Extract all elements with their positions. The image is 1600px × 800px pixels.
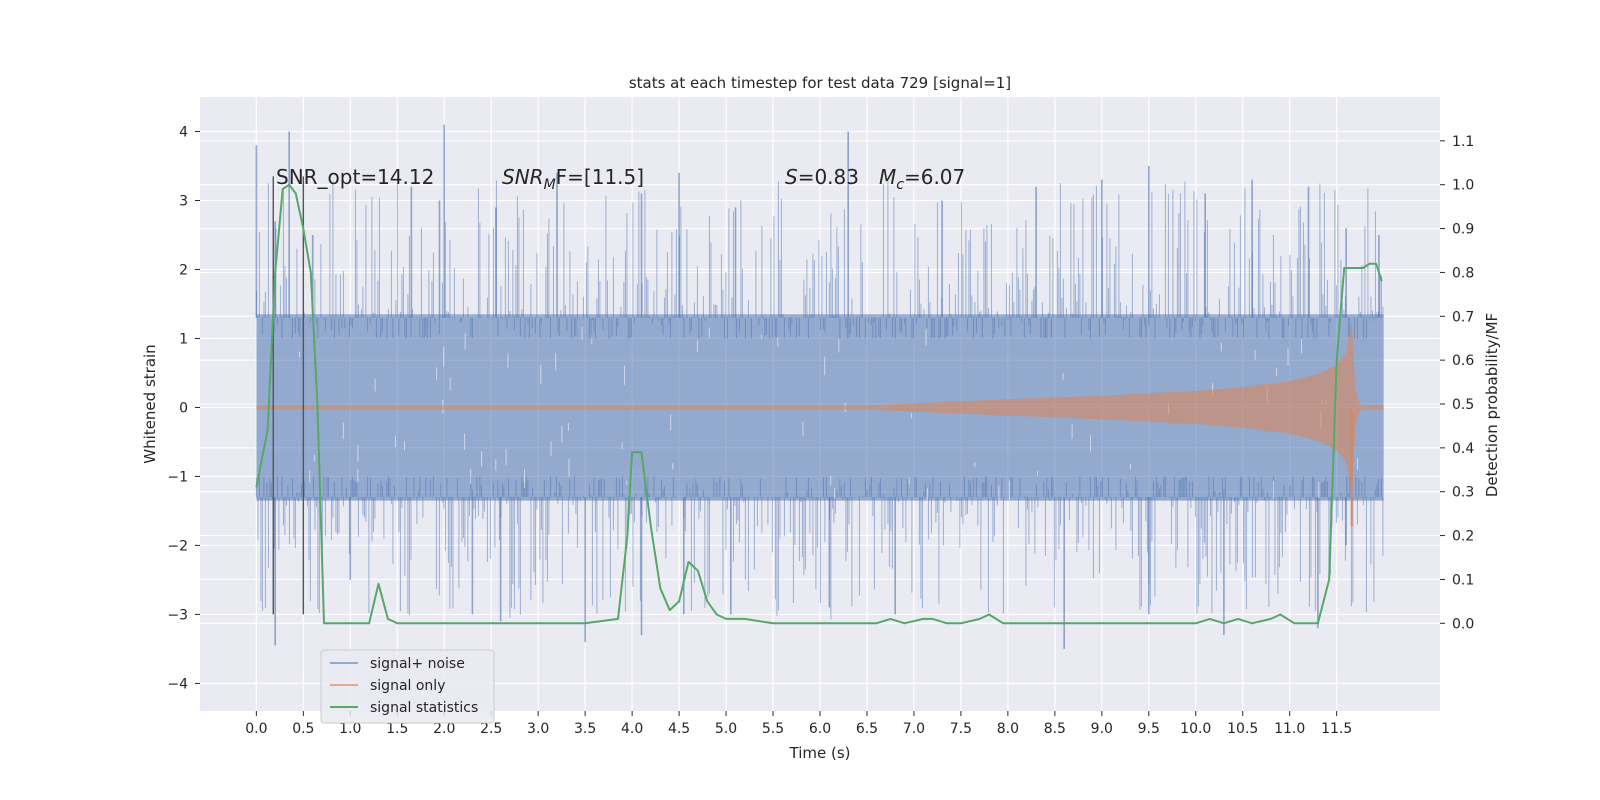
y-left-axis-ticks: 4 3 2 1 0 −1 −2 −3 −4 (167, 124, 200, 692)
statistics-line (255, 183, 1383, 625)
y-right-tick-label: 0.4 (1452, 441, 1474, 457)
annotation-s: S=0.83 (785, 165, 859, 189)
chart-title: stats at each timestep for test data 729… (629, 74, 1011, 92)
x-tick-label: 1.0 (339, 721, 361, 737)
y-right-tick-label: 0.0 (1452, 616, 1474, 632)
vertical-markers (272, 176, 305, 615)
y-left-tick-label: 4 (179, 124, 188, 140)
x-tick-label: 6.5 (856, 721, 878, 737)
y-right-tick-label: 1.0 (1452, 178, 1474, 194)
x-tick-label: 5.5 (762, 721, 784, 737)
y-left-tick-label: 3 (179, 193, 188, 209)
x-tick-label: 4.0 (621, 721, 643, 737)
y-left-tick-label: −2 (167, 538, 188, 554)
x-tick-label: 3.0 (527, 721, 549, 737)
legend-label-signal-statistics: signal statistics (370, 700, 478, 716)
annotation-snr-mf: SNRMF=[11.5] (502, 165, 644, 193)
y-right-tick-label: 0.5 (1452, 397, 1474, 413)
x-tick-label: 8.5 (1044, 721, 1066, 737)
x-tick-label: 7.0 (903, 721, 925, 737)
noise-peaks (255, 124, 1380, 649)
x-tick-label: 1.5 (386, 721, 408, 737)
x-tick-label: 7.5 (950, 721, 972, 737)
y-right-tick-label: 0.8 (1452, 265, 1474, 281)
series-signal-only (256, 321, 1384, 527)
y-left-tick-label: −1 (167, 469, 188, 485)
y-left-tick-label: −4 (167, 676, 188, 692)
annotation-snr-mf-rest: F=[11.5] (556, 165, 644, 189)
x-tick-label: 5.0 (715, 721, 737, 737)
x-tick-label: 11.0 (1274, 721, 1305, 737)
annotation-mc-value: =6.07 (904, 165, 965, 189)
y-right-tick-label: 0.3 (1452, 485, 1474, 501)
y-right-axis-ticks: 1.1 1.0 0.9 0.8 0.7 0.6 0.5 0.4 0.3 0.2 0.1 0.0 (1440, 134, 1474, 632)
x-tick-label: 10.5 (1227, 721, 1258, 737)
annotation-mc: Mc=6.07 (879, 165, 965, 193)
annotation-snr-mf-label: SNR (502, 165, 544, 189)
x-axis-label: Time (s) (789, 744, 851, 762)
y-left-tick-label: 0 (179, 400, 188, 416)
x-tick-label: 6.0 (809, 721, 831, 737)
x-tick-label: 0.0 (245, 721, 267, 737)
x-tick-label: 9.5 (1138, 721, 1160, 737)
x-tick-label: 11.5 (1321, 721, 1352, 737)
x-tick-label: 3.5 (574, 721, 596, 737)
series-signal-statistics (255, 183, 1383, 625)
y-right-tick-label: 1.1 (1452, 134, 1474, 150)
legend-label-signal-noise: signal+ noise (370, 656, 465, 672)
annotation-snr-mf-sub: M (544, 177, 556, 193)
x-tick-label: 2.5 (480, 721, 502, 737)
annotation-mc-label: M (879, 165, 896, 189)
y-left-tick-label: −3 (167, 607, 188, 623)
noise-gaps (299, 326, 1358, 506)
x-axis-ticks: 0.0 0.5 1.0 1.5 2.0 2.5 3.0 3.5 4.0 4.5 5.0 5.5 6.0 6… (245, 711, 1352, 737)
annotation-s-value: =0.83 (798, 165, 859, 189)
x-tick-label: 8.0 (997, 721, 1019, 737)
annotation-snr-opt: SNR_opt=14.12 (276, 165, 434, 189)
x-tick-label: 4.5 (668, 721, 690, 737)
annotation-mc-sub: c (896, 177, 904, 193)
legend-label-signal-only: signal only (370, 678, 445, 694)
x-tick-label: 10.0 (1180, 721, 1211, 737)
y-left-tick-label: 1 (179, 331, 188, 347)
y-right-tick-label: 0.6 (1452, 353, 1474, 369)
y-right-axis-label: Detection probability/MF (1483, 313, 1501, 497)
x-tick-label: 9.0 (1091, 721, 1113, 737)
y-left-tick-label: 2 (179, 262, 188, 278)
y-right-tick-label: 0.1 (1452, 572, 1474, 588)
y-right-tick-label: 0.7 (1452, 309, 1474, 325)
legend: signal+ noise signal only signal statist… (320, 649, 495, 724)
annotation-s-label: S (785, 165, 798, 189)
signal-envelope (256, 321, 1384, 494)
legend-box (320, 649, 495, 724)
y-right-tick-label: 0.2 (1452, 529, 1474, 545)
y-left-axis-label: Whitened strain (141, 344, 159, 463)
x-tick-label: 0.5 (292, 721, 314, 737)
x-tick-label: 2.0 (433, 721, 455, 737)
y-right-tick-label: 0.9 (1452, 222, 1474, 238)
